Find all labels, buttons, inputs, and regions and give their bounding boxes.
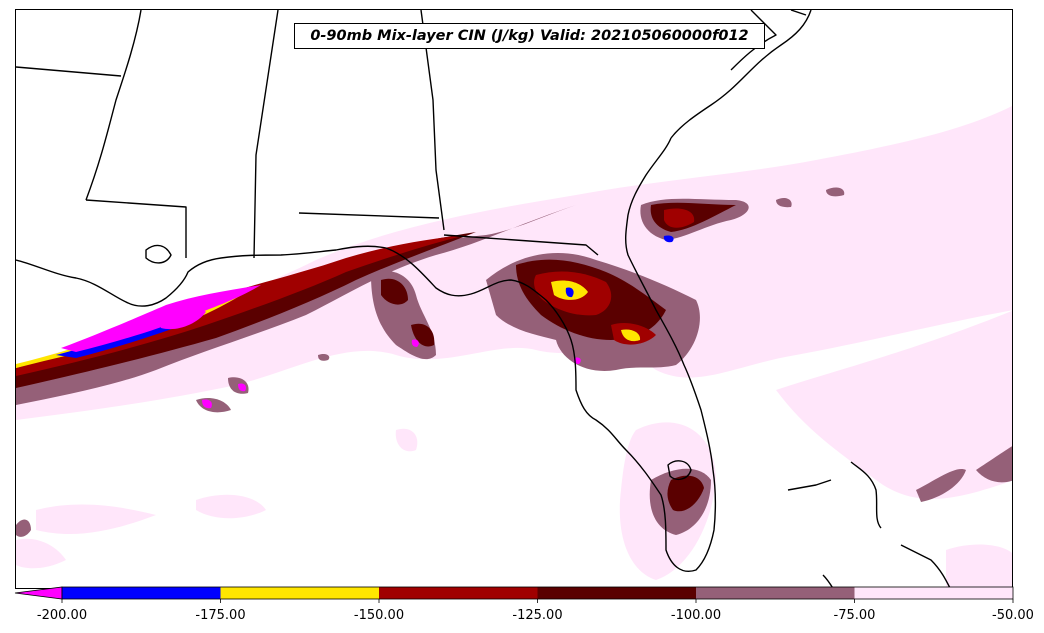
state-boundary-ga-fl xyxy=(443,234,599,256)
bahamas-island-3 xyxy=(900,544,951,588)
atlantic-coastline xyxy=(670,10,812,139)
state-boundary-ms-al xyxy=(16,66,122,77)
gulf-florida-coastline xyxy=(16,137,717,572)
colorbar-bin xyxy=(62,587,221,599)
colorbar-tick-label: -100.00 xyxy=(671,608,721,623)
colorbar-tick-label: -75.00 xyxy=(834,608,876,623)
state-boundary-ms-al-vertical xyxy=(253,10,279,259)
colorbar-tick-label: -200.00 xyxy=(37,608,87,623)
colorbar-tick-label: -150.00 xyxy=(354,608,404,623)
colorbar-tick-label: -175.00 xyxy=(195,608,245,623)
map-panel: 0-90mb Mix-layer CIN (J/kg) Valid: 20210… xyxy=(15,9,1013,589)
colorbar-bin xyxy=(854,587,1013,599)
cin-map xyxy=(16,10,1012,588)
state-boundary-ga-sc xyxy=(730,10,777,71)
map-outlines xyxy=(16,10,951,588)
colorbar-bin xyxy=(379,587,538,599)
colorbar-tick-label: -125.00 xyxy=(512,608,562,623)
lake-okeechobee xyxy=(667,460,692,481)
colorbar-extend-arrow xyxy=(14,586,63,600)
colorbar-bin xyxy=(537,587,696,599)
state-boundary-la xyxy=(85,199,187,258)
bahamas-island-1 xyxy=(787,479,832,491)
colorbar-tick-label: -50.00 xyxy=(992,608,1034,623)
state-boundary-arkansas-line xyxy=(85,10,142,201)
state-boundary-al-fl xyxy=(298,212,440,219)
colorbar: -200.00 -175.00 -150.00 -125.00 -100.00 -75.0… xyxy=(14,586,1034,623)
bahamas-island-4 xyxy=(822,574,834,588)
state-boundary-al-ga xyxy=(420,10,445,231)
bahamas-island-2 xyxy=(850,461,882,529)
colorbar-bin xyxy=(696,587,855,599)
state-boundary-sc-nc xyxy=(790,10,807,16)
map-title: 0-90mb Mix-layer CIN (J/kg) Valid: 20210… xyxy=(294,23,765,49)
lake-pontchartrain xyxy=(145,244,172,264)
colorbar-bin xyxy=(220,587,379,599)
cin-magenta-fill xyxy=(61,285,581,409)
